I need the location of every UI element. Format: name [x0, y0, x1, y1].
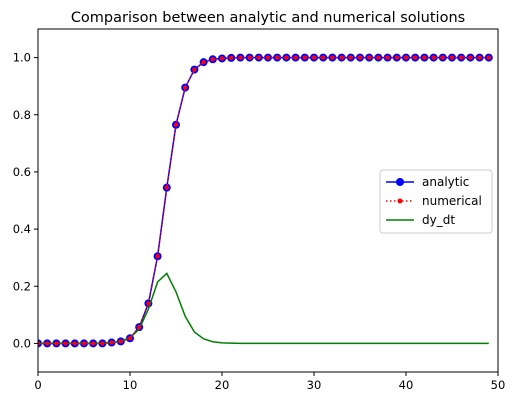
legend-marker-numerical [397, 198, 403, 204]
point-numerical [81, 341, 87, 346]
point-numerical [394, 55, 399, 60]
y-tick-label: 0.0 [13, 336, 31, 350]
point-numerical [118, 339, 124, 344]
point-numerical [468, 55, 473, 60]
point-numerical [38, 341, 41, 346]
y-tick-label: 0.6 [13, 165, 31, 179]
point-numerical [201, 59, 206, 65]
point-numerical [54, 341, 59, 346]
point-numerical [302, 55, 307, 60]
chart-title: Comparison between analytic and numerica… [71, 10, 465, 26]
point-numerical [459, 55, 464, 60]
point-numerical [431, 55, 436, 60]
point-numerical [229, 55, 234, 61]
point-numerical [321, 55, 326, 60]
point-numerical [173, 122, 179, 127]
point-numerical [91, 341, 96, 346]
point-numerical [293, 55, 298, 60]
x-tick-label: 20 [215, 378, 230, 392]
point-numerical [127, 336, 133, 341]
x-tick-label: 50 [491, 378, 506, 392]
point-numerical [275, 55, 280, 60]
legend-label-numerical: numerical [422, 194, 482, 208]
x-tick-label: 0 [34, 378, 41, 392]
point-numerical [192, 67, 197, 72]
point-numerical [219, 56, 225, 61]
point-numerical [155, 254, 160, 259]
y-tick-label: 0.8 [13, 108, 31, 122]
point-numerical [183, 85, 188, 90]
y-tick-label: 0.4 [13, 222, 31, 236]
y-tick-label: 1.0 [13, 51, 31, 65]
point-numerical [403, 55, 409, 60]
point-numerical [256, 55, 261, 60]
point-numerical [146, 301, 151, 306]
point-numerical [376, 55, 381, 60]
point-numerical [367, 55, 372, 60]
legend-marker-analytic [396, 178, 404, 186]
point-numerical [265, 55, 271, 60]
point-numerical [422, 55, 427, 60]
point-numerical [330, 55, 335, 60]
point-numerical [477, 55, 482, 60]
point-numerical [137, 324, 142, 330]
plot-frame [37, 28, 499, 373]
legend: analytic numerical dy_dt [379, 169, 493, 234]
point-numerical [486, 55, 491, 60]
point-numerical [413, 55, 418, 60]
point-numerical [210, 57, 215, 62]
point-numerical [284, 55, 289, 60]
legend-box [379, 169, 493, 234]
point-numerical [348, 55, 353, 60]
x-tick-label: 40 [399, 378, 414, 392]
point-numerical [45, 341, 50, 346]
point-numerical [311, 55, 317, 60]
point-numerical [440, 55, 445, 60]
legend-label-analytic: analytic [422, 175, 469, 189]
legend-label-dy-dt: dy_dt [422, 213, 455, 227]
point-numerical [357, 55, 363, 60]
point-numerical [339, 55, 344, 60]
point-numerical [238, 55, 243, 60]
series-line-dy-dt [38, 272, 489, 345]
x-tick-label: 30 [307, 378, 322, 392]
point-numerical [109, 340, 114, 345]
x-tick-label: 10 [123, 378, 138, 392]
point-numerical [72, 341, 78, 346]
point-numerical [100, 341, 105, 346]
point-numerical [63, 341, 68, 346]
point-numerical [385, 55, 390, 60]
point-numerical [449, 55, 455, 60]
point-numerical [164, 185, 169, 190]
point-numerical [247, 55, 252, 60]
y-tick-label: 0.2 [13, 279, 31, 293]
